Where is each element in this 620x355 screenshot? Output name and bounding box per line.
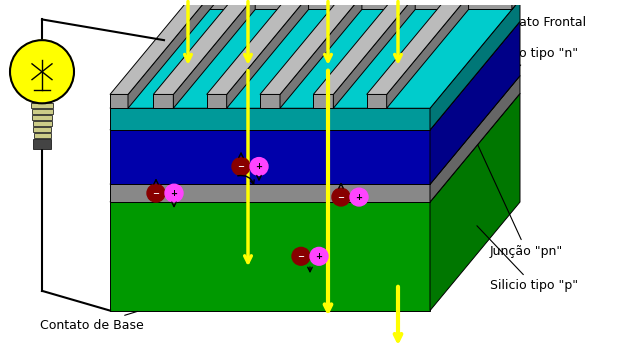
Text: −: −: [298, 252, 304, 261]
Polygon shape: [110, 202, 430, 311]
Text: Contato Frontal: Contato Frontal: [343, 16, 586, 29]
Circle shape: [250, 158, 268, 175]
Polygon shape: [313, 0, 415, 94]
Circle shape: [232, 158, 250, 175]
Polygon shape: [174, 0, 255, 108]
Text: +: +: [255, 162, 262, 171]
Circle shape: [350, 188, 368, 206]
Bar: [32, 115, 52, 120]
Polygon shape: [110, 94, 128, 108]
Circle shape: [310, 247, 328, 265]
Polygon shape: [192, 0, 512, 10]
Text: Silicio tipo "n": Silicio tipo "n": [477, 48, 578, 101]
Text: +: +: [355, 192, 363, 202]
Circle shape: [147, 184, 165, 202]
Polygon shape: [153, 0, 255, 94]
Text: −: −: [237, 162, 244, 171]
Circle shape: [165, 184, 183, 202]
Polygon shape: [280, 0, 362, 108]
Bar: [33, 127, 51, 132]
Polygon shape: [430, 76, 520, 202]
Text: +: +: [170, 189, 177, 198]
Bar: [32, 109, 53, 114]
Polygon shape: [387, 0, 469, 108]
Text: Contato de Base: Contato de Base: [40, 311, 144, 332]
Polygon shape: [206, 94, 227, 108]
Polygon shape: [153, 94, 174, 108]
Polygon shape: [110, 76, 520, 184]
Polygon shape: [110, 108, 430, 130]
Circle shape: [332, 188, 350, 206]
Polygon shape: [366, 0, 469, 94]
Circle shape: [10, 40, 74, 103]
Bar: [34, 133, 51, 138]
Polygon shape: [110, 130, 430, 184]
Polygon shape: [260, 0, 362, 94]
Text: −: −: [153, 189, 159, 198]
Text: −: −: [337, 192, 345, 202]
Bar: [33, 121, 52, 126]
Bar: [33, 139, 51, 149]
Polygon shape: [227, 0, 309, 108]
Text: +: +: [316, 252, 322, 261]
Polygon shape: [110, 0, 218, 94]
Polygon shape: [110, 21, 520, 130]
Polygon shape: [206, 0, 309, 94]
Bar: [31, 103, 53, 108]
Polygon shape: [313, 94, 334, 108]
Polygon shape: [430, 21, 520, 184]
Polygon shape: [430, 93, 520, 311]
Polygon shape: [334, 0, 415, 108]
Polygon shape: [110, 93, 520, 202]
Polygon shape: [110, 184, 430, 202]
Polygon shape: [260, 94, 280, 108]
Polygon shape: [110, 0, 520, 108]
Circle shape: [292, 247, 310, 265]
Polygon shape: [430, 0, 520, 130]
Polygon shape: [366, 94, 387, 108]
Polygon shape: [128, 0, 218, 108]
Text: Junção "pn": Junção "pn": [476, 141, 563, 258]
Polygon shape: [512, 0, 520, 10]
Text: Silicio tipo "p": Silicio tipo "p": [477, 226, 578, 293]
